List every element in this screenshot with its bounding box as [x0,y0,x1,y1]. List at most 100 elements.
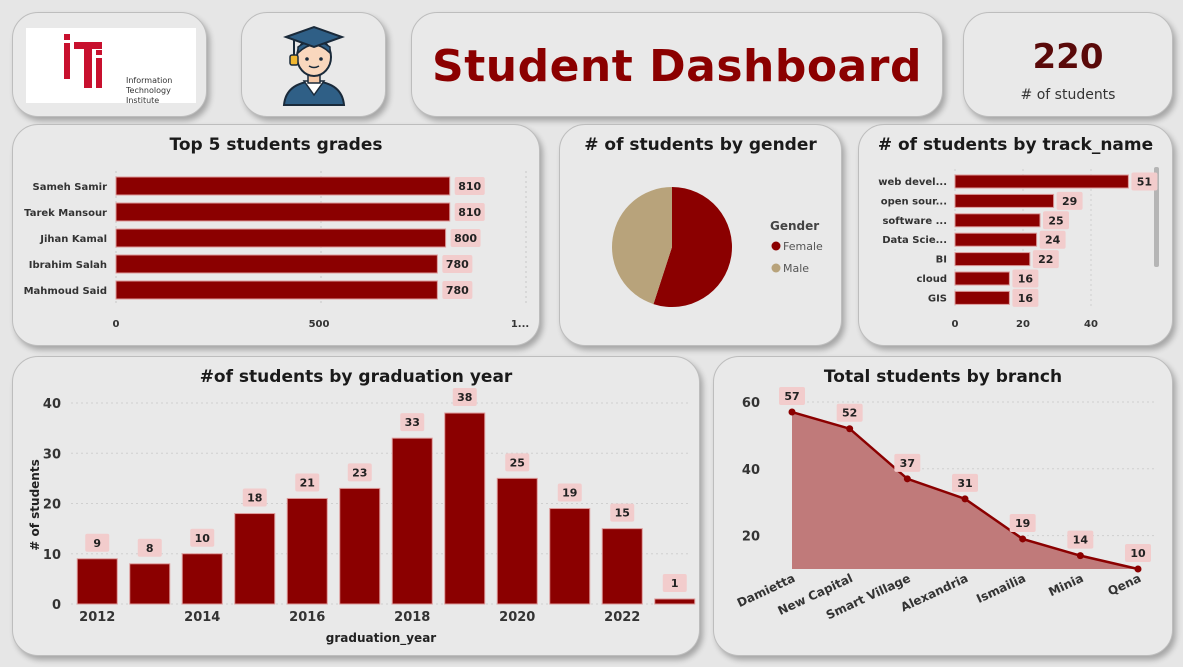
y-tick-label: 10 [43,548,61,563]
branch-card[interactable]: Total students by branch 20 40 60 57 52 37 31 1… [713,356,1173,656]
data-label: 810 [458,206,481,219]
data-label: 19 [562,487,577,500]
data-label-bg [1009,513,1036,532]
data-point [961,495,969,503]
data-label-bg [442,255,473,273]
bar [129,563,171,605]
category-label: open sour... [881,196,947,207]
data-label: 780 [446,258,469,271]
category-label: cloud [916,274,947,285]
gender-pie-chart[interactable]: Gender Female Male [560,125,842,346]
data-point [1076,552,1084,560]
track-card[interactable]: # of students by track_name web devel...… [858,124,1173,346]
top5-grades-card[interactable]: Top 5 students grades Sameh Samir 810 Tare… [12,124,540,346]
bar [654,598,696,605]
graduation-year-card[interactable]: #of students by graduation year 0 10 20 30 4… [12,356,700,656]
data-label-bg [452,388,477,407]
data-point [903,475,911,483]
data-label: 24 [1045,234,1061,247]
pie-slice-female [653,187,732,307]
data-label-bg [295,473,320,492]
legend-title: Gender [770,219,819,233]
data-label: 810 [458,180,481,193]
category-label: Data Scie... [882,235,947,246]
data-label-bg [347,463,372,482]
track-bar-chart[interactable]: web devel... 51 open sour... 29 software ...… [859,125,1173,346]
data-label: 800 [454,232,477,245]
tick-label: 20 [1016,319,1030,330]
data-label-bg [454,177,485,195]
y-tick-label: 0 [52,598,61,613]
data-label-bg [1056,191,1083,210]
top5-grades-chart[interactable]: Sameh Samir 810 Tarek Mansour 810 Jihan Kama… [13,125,540,346]
tick-label: 40 [1084,319,1098,330]
y-tick-label: 40 [742,463,760,478]
data-label: 9 [93,537,101,550]
bar [954,232,1038,247]
graduate-icon [282,25,346,106]
data-label-bg [242,488,267,507]
graduation-year-chart[interactable]: 0 10 20 30 40 9 8 10 18 21 23 33 38 25 19 15 1 2012 2014 20… [13,357,700,656]
iti-logo-icon [64,34,102,88]
tick-label: 500 [309,319,330,330]
chart-title: Top 5 students grades [169,135,383,155]
logo-card: Information Technology Institute [12,12,207,117]
bar [954,271,1010,286]
data-label: 16 [1018,292,1034,305]
kpi-value: 220 [1032,37,1104,77]
x-tick-label: Qena [1106,571,1144,598]
scrollbar [1154,167,1159,267]
x-tick-label: 2022 [604,610,640,625]
x-tick-label: 2012 [79,610,115,625]
data-label: 57 [784,390,799,403]
gender-card[interactable]: # of students by gender Gender Female Male [559,124,842,346]
data-label: 14 [1073,534,1089,547]
data-label: 1 [671,577,679,590]
bar [954,213,1041,228]
legend-marker [771,241,781,251]
logo-text: Information Technology Institute [126,76,172,106]
data-label-bg [454,203,485,221]
data-point [788,408,796,416]
data-label: 22 [1038,253,1053,266]
data-label-bg [610,503,635,522]
data-label: 37 [900,457,915,470]
data-point [1134,565,1142,573]
logo-line: Technology [126,86,171,95]
category-label: GIS [928,293,947,304]
x-tick-label: Minia [1046,571,1085,599]
logo-line: Information [126,76,173,85]
data-label-bg [557,483,582,502]
legend-label: Female [783,240,823,253]
data-label-bg [505,453,530,472]
data-label: 33 [405,416,420,429]
data-label: 38 [457,391,472,404]
data-label-bg [1043,211,1069,230]
bar [954,290,1010,305]
kpi-label: # of students [1020,87,1116,103]
data-label-bg [894,453,921,472]
logo-box: Information Technology Institute [26,28,196,106]
avatar-card [241,12,386,117]
bar [286,497,328,605]
y-axis-label: # of students [28,459,42,550]
bar [601,528,643,605]
data-label: 25 [510,456,525,469]
data-label: 21 [300,476,315,489]
bar [339,487,381,605]
area-fill [792,412,1138,569]
category-label: Jihan Kamal [39,234,107,245]
bar [444,412,486,605]
pie-slice-male [612,187,672,305]
data-label-bg [190,528,215,547]
y-tick-label: 30 [43,447,61,462]
bar [954,252,1031,267]
data-label-bg [1067,530,1094,549]
tick-label: 0 [952,319,959,330]
data-label-bg [450,229,481,247]
bar [115,280,438,300]
chart-title: Total students by branch [823,367,1063,387]
category-label: Mahmoud Said [24,286,107,297]
x-tick-label: 2018 [394,610,430,625]
